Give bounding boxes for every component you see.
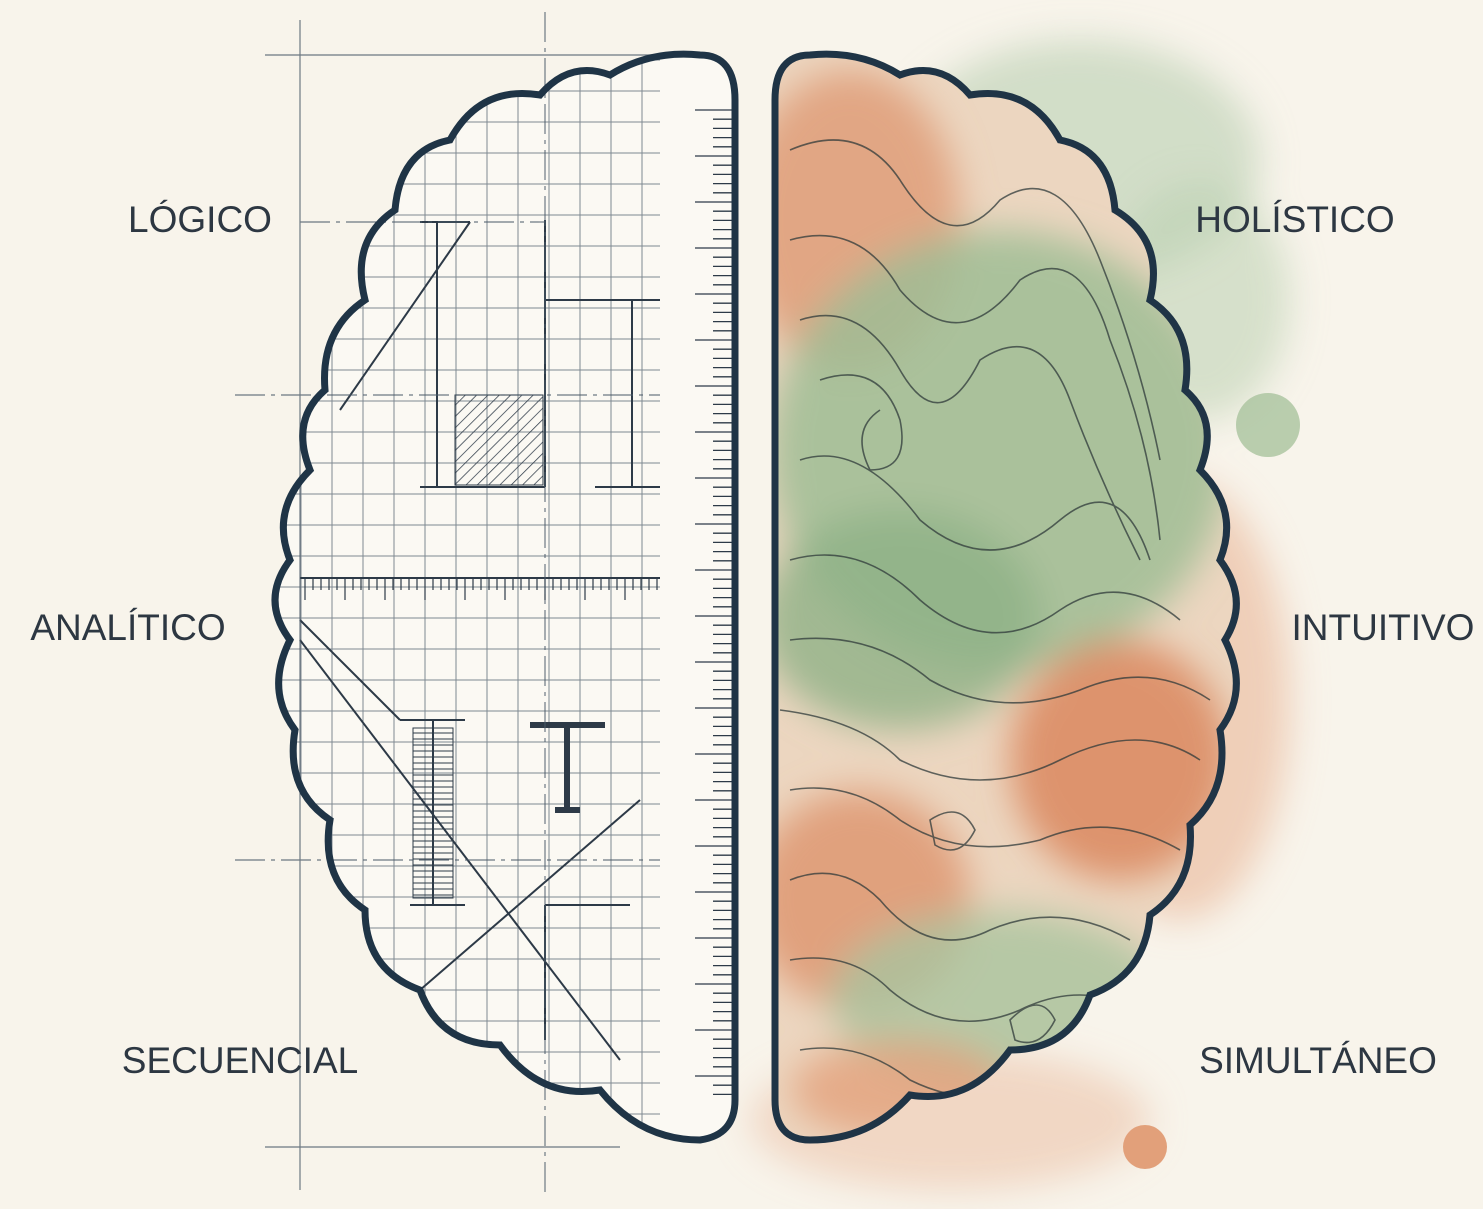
right-label: SIMULTÁNEO: [1199, 1040, 1437, 1081]
left-hemisphere-grid: [260, 50, 740, 1150]
illustration: LÓGICO ANALÍTICO SECUENCIAL HOLÍSTICO IN…: [0, 0, 1483, 1209]
left-label: SECUENCIAL: [122, 1040, 358, 1081]
left-label: ANALÍTICO: [30, 607, 225, 648]
right-label: INTUITIVO: [1292, 607, 1475, 648]
page: LÓGICO ANALÍTICO SECUENCIAL HOLÍSTICO IN…: [0, 0, 1483, 1209]
right-label: HOLÍSTICO: [1195, 199, 1394, 240]
paint-dot: [1123, 1125, 1167, 1169]
paint-dot: [1236, 393, 1300, 457]
left-label: LÓGICO: [128, 199, 272, 240]
